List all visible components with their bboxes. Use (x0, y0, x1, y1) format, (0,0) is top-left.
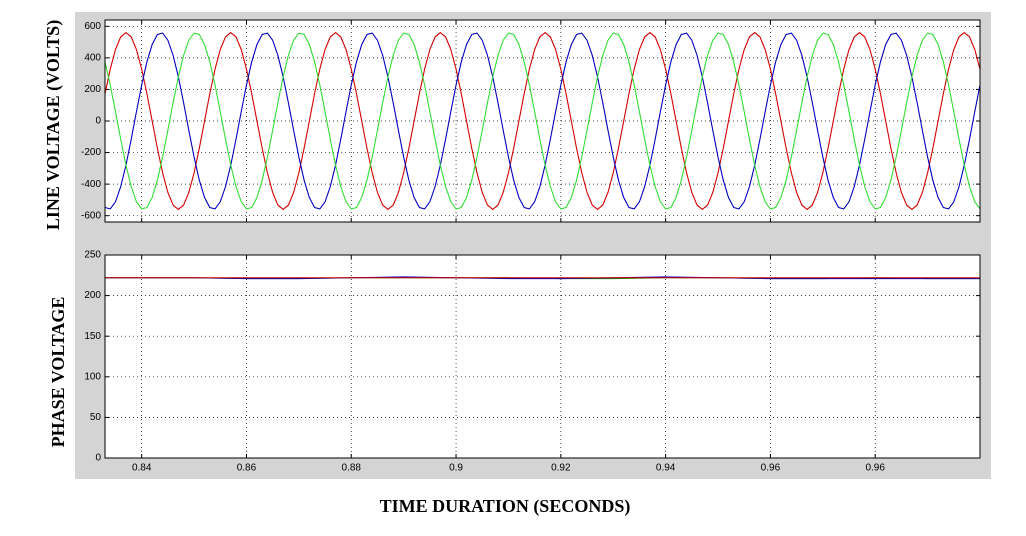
y-tick-label: -200 (81, 147, 101, 158)
x-axis-label: TIME DURATION (SECONDS) (380, 496, 631, 517)
y-tick-label: 150 (84, 331, 101, 342)
series-line (105, 32, 980, 210)
x-tick-label: 0.88 (342, 463, 362, 474)
plot-area (105, 20, 980, 222)
y-tick-label: 0 (95, 116, 101, 127)
y-tick-label: 0 (95, 453, 101, 464)
x-tick-label: 0.86 (237, 463, 257, 474)
y-tick-label: 250 (84, 250, 101, 261)
y-tick-label: 200 (84, 84, 101, 95)
y-tick-label: 100 (84, 371, 101, 382)
x-tick-label: 0.84 (132, 463, 152, 474)
plot-frame (104, 19, 981, 223)
y-axis-label: PHASE VOLTAGE (48, 297, 68, 448)
plot-area (105, 255, 980, 458)
y-tick-label: -600 (81, 210, 101, 221)
x-tick-label: 0.96 (761, 463, 781, 474)
y-tick-label: 600 (84, 21, 101, 32)
x-tick-label: 0.92 (551, 463, 571, 474)
x-tick-label: 0.94 (656, 463, 676, 474)
plot-frame (104, 254, 981, 459)
y-tick-label: 400 (84, 53, 101, 64)
y-tick-label: 50 (90, 412, 102, 423)
series-line (105, 276, 980, 280)
y-tick-label: -400 (81, 179, 101, 190)
y-axis-label: LINE VOLTAGE (VOLTS) (43, 20, 64, 230)
series-line (105, 32, 980, 210)
series-line (105, 31, 980, 211)
x-tick-label: 0.96 (865, 463, 885, 474)
x-tick-label: 0.9 (449, 463, 463, 474)
y-tick-label: 200 (84, 290, 101, 301)
